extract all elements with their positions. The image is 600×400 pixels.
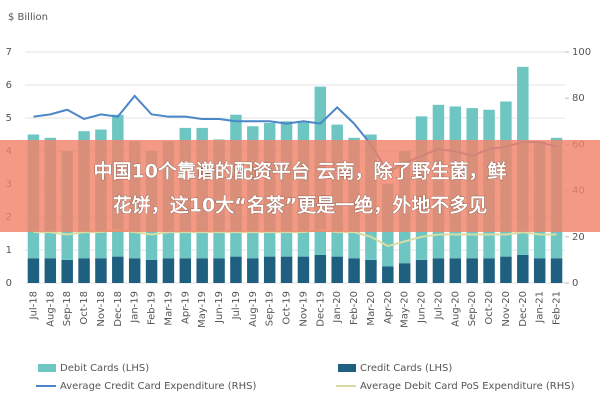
bar bbox=[297, 256, 310, 283]
y2-tick-label: 80 bbox=[572, 93, 585, 104]
x-tick-label: Sep-20 bbox=[467, 291, 478, 326]
bar bbox=[533, 258, 546, 283]
bar bbox=[230, 256, 242, 283]
x-tick-label: Feb-19 bbox=[147, 291, 158, 325]
x-tick-label: Nov-19 bbox=[298, 291, 309, 327]
y-tick-label: 1 bbox=[6, 245, 12, 256]
y2-tick-label: 20 bbox=[572, 232, 585, 243]
x-tick-label: Dec-18 bbox=[113, 291, 124, 327]
x-tick-label: Jul-20 bbox=[433, 291, 444, 320]
bar bbox=[483, 258, 495, 283]
bar bbox=[449, 258, 462, 283]
bar bbox=[61, 259, 73, 283]
bar bbox=[27, 258, 40, 283]
bar bbox=[432, 258, 445, 283]
x-tick-label: Oct-18 bbox=[79, 291, 90, 325]
y-tick-label: 0 bbox=[6, 278, 12, 289]
bar bbox=[348, 258, 360, 283]
banner bbox=[0, 140, 600, 232]
x-tick-label: Jan-20 bbox=[332, 291, 343, 324]
bar bbox=[128, 258, 141, 283]
bar bbox=[415, 259, 428, 283]
x-tick-label: Nov-20 bbox=[501, 291, 512, 327]
bar bbox=[331, 256, 343, 283]
bar bbox=[145, 259, 158, 283]
x-tick-label: Aug-20 bbox=[450, 291, 461, 327]
bar bbox=[78, 258, 90, 283]
y2-tick-label: 0 bbox=[572, 278, 578, 289]
x-tick-label: Apr-19 bbox=[180, 291, 191, 324]
bar bbox=[466, 258, 478, 283]
bar bbox=[247, 258, 259, 283]
x-tick-label: Aug-19 bbox=[248, 291, 259, 327]
x-tick-label: Dec-20 bbox=[518, 291, 529, 327]
x-tick-label: Mar-20 bbox=[366, 291, 377, 326]
x-tick-label: Dec-19 bbox=[315, 291, 326, 327]
y2-tick-label: 100 bbox=[572, 47, 591, 58]
y-tick-label: 7 bbox=[6, 47, 12, 58]
x-tick-label: Oct-19 bbox=[282, 291, 293, 325]
x-tick-label: Oct-20 bbox=[484, 291, 495, 325]
banner-text: 中国10个靠谱的配资平台 云南，除了野生菌，鲜 bbox=[93, 160, 506, 183]
legend-swatch bbox=[38, 364, 56, 372]
y-axis-label: $ Billion bbox=[8, 12, 48, 23]
legend-label: Debit Cards (LHS) bbox=[60, 363, 149, 374]
x-tick-label: Apr-20 bbox=[383, 291, 394, 324]
legend-label: Average Credit Card Expenditure (RHS) bbox=[60, 381, 256, 392]
x-tick-label: Sep-19 bbox=[265, 291, 276, 326]
x-tick-label: Jun-19 bbox=[214, 291, 225, 324]
y-tick-label: 6 bbox=[6, 80, 12, 91]
x-tick-label: Sep-18 bbox=[62, 291, 73, 326]
bar bbox=[365, 259, 377, 283]
bar bbox=[382, 266, 394, 283]
bar bbox=[95, 258, 107, 283]
x-tick-label: May-20 bbox=[400, 291, 411, 328]
y-tick-label: 5 bbox=[6, 113, 12, 124]
bar bbox=[280, 256, 293, 283]
x-tick-label: Jul-18 bbox=[28, 291, 39, 320]
x-tick-label: Jan-19 bbox=[130, 291, 141, 324]
bar bbox=[112, 256, 124, 283]
legend-swatch bbox=[338, 364, 356, 372]
x-tick-label: Jun-20 bbox=[417, 291, 428, 324]
bar bbox=[196, 258, 208, 283]
x-tick-label: Mar-19 bbox=[163, 291, 174, 326]
x-tick-label: Jan-21 bbox=[535, 291, 546, 324]
bar bbox=[550, 258, 563, 283]
legend-label: Average Debit Card PoS Expenditure (RHS) bbox=[360, 381, 575, 392]
x-tick-label: Feb-21 bbox=[552, 291, 563, 325]
legend-label: Credit Cards (LHS) bbox=[360, 363, 452, 374]
x-tick-label: Jul-19 bbox=[231, 291, 242, 320]
x-tick-label: Feb-20 bbox=[349, 291, 360, 325]
x-tick-label: Aug-18 bbox=[45, 291, 56, 327]
bar bbox=[314, 254, 327, 283]
x-tick-label: Nov-18 bbox=[96, 291, 107, 327]
x-tick-label: May-19 bbox=[197, 291, 208, 328]
banner-text: 花饼，这10大“名茶”更是一绝，外地不多见 bbox=[113, 194, 487, 217]
bar bbox=[162, 258, 175, 283]
bar bbox=[263, 256, 276, 283]
bar bbox=[398, 263, 411, 283]
bar bbox=[517, 254, 529, 283]
bar bbox=[44, 258, 57, 283]
line bbox=[33, 228, 557, 248]
bar bbox=[179, 258, 192, 283]
bar bbox=[213, 258, 225, 283]
bar bbox=[500, 256, 512, 283]
